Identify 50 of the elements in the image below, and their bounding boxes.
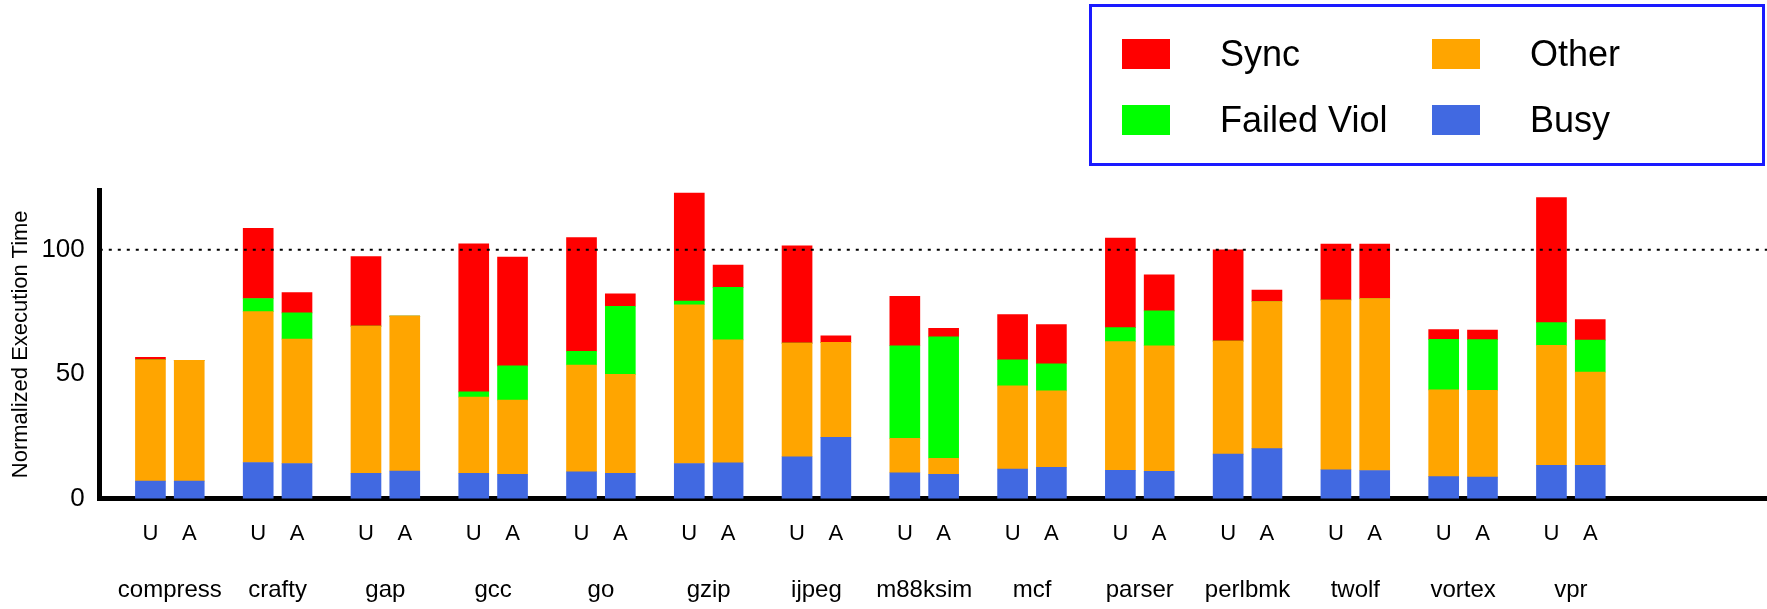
x-tick-label: A: [1582, 519, 1598, 545]
x-tick-label: A: [289, 519, 305, 545]
legend-label: Failed Viol: [1220, 99, 1388, 141]
text: compress: [117, 574, 222, 602]
text: gap: [365, 574, 406, 602]
x-tick-label: A: [936, 519, 952, 545]
text: gcc: [474, 574, 512, 602]
x-tick-label: U: [1435, 519, 1452, 545]
text: m88ksim: [876, 574, 973, 602]
x-tick-label: U: [142, 519, 159, 545]
text: parser: [1105, 574, 1174, 602]
y-tick-label: 50: [55, 357, 85, 388]
x-tick-label: U: [1327, 519, 1344, 545]
x-tick-label: A: [612, 519, 628, 545]
x-tick-label: U: [1543, 519, 1560, 545]
legend-label: Busy: [1530, 99, 1611, 141]
text: ijpeg: [791, 574, 842, 602]
x-tick-label: A: [505, 519, 521, 545]
x-tick-label: U: [250, 519, 267, 545]
x-tick-label: U: [1004, 519, 1021, 545]
x-tick-label: U: [1112, 519, 1129, 545]
x-tick-label: U: [1220, 519, 1237, 545]
x-tick-label: A: [828, 519, 844, 545]
y-tick-label: 100: [41, 232, 85, 263]
y-tick-label: 0: [70, 481, 85, 512]
text: twolf: [1330, 574, 1381, 602]
legend-label: Other: [1530, 33, 1621, 75]
x-tick-label: A: [1475, 519, 1491, 545]
text: perlbmk: [1204, 574, 1292, 602]
text: mcf: [1012, 574, 1052, 602]
x-tick-label: U: [358, 519, 374, 545]
x-tick-label: U: [896, 519, 913, 545]
x-tick-label: A: [720, 519, 736, 545]
legend-label: Sync: [1220, 33, 1301, 75]
x-tick-label: A: [181, 519, 197, 545]
text: vpr: [1554, 574, 1588, 602]
x-tick-label: U: [573, 519, 590, 545]
y-axis-title: Normalized Execution Time: [7, 210, 33, 479]
text: gzip: [686, 574, 731, 602]
x-tick-label: A: [1367, 519, 1383, 545]
x-tick-label: A: [397, 519, 413, 545]
text: go: [587, 574, 615, 602]
x-tick-label: A: [1151, 519, 1167, 545]
x-tick-label: A: [1044, 519, 1060, 545]
text: crafty: [248, 574, 307, 602]
x-tick-label: A: [1259, 519, 1275, 545]
x-tick-label: U: [465, 519, 482, 545]
text: vortex: [1430, 574, 1496, 602]
x-tick-label: U: [681, 519, 698, 545]
x-tick-label: U: [789, 519, 805, 545]
